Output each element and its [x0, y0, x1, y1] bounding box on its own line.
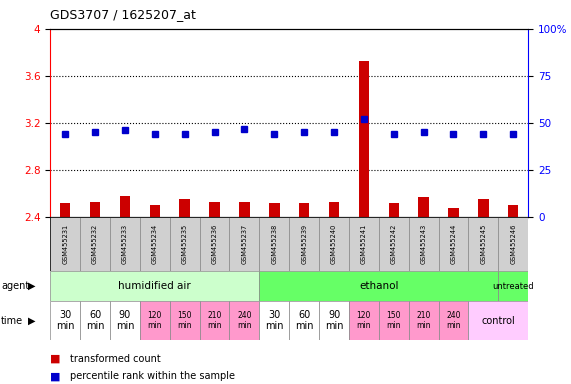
Bar [230, 217, 259, 271]
Text: GSM455231: GSM455231 [62, 224, 68, 264]
Bar [289, 301, 319, 340]
Text: untreated: untreated [492, 281, 534, 291]
Text: GSM455232: GSM455232 [92, 224, 98, 264]
Text: 30
min: 30 min [56, 310, 74, 331]
Bar [230, 301, 259, 340]
Text: GSM455236: GSM455236 [211, 224, 218, 264]
Bar [379, 217, 409, 271]
Text: 150
min: 150 min [387, 311, 401, 330]
Text: GDS3707 / 1625207_at: GDS3707 / 1625207_at [50, 8, 196, 21]
Bar [80, 301, 110, 340]
Bar [259, 301, 289, 340]
Bar [439, 217, 468, 271]
Text: 210
min: 210 min [207, 311, 222, 330]
Bar [289, 217, 319, 271]
Text: ■: ■ [50, 354, 65, 364]
Bar [110, 301, 140, 340]
Text: 240
min: 240 min [237, 311, 252, 330]
Text: 210
min: 210 min [416, 311, 431, 330]
Bar [50, 301, 80, 340]
Text: 60
min: 60 min [295, 310, 313, 331]
Bar [210, 202, 220, 384]
Text: ▶: ▶ [27, 316, 35, 326]
Text: 240
min: 240 min [447, 311, 461, 330]
Text: GSM455234: GSM455234 [152, 224, 158, 264]
Text: GSM455241: GSM455241 [361, 224, 367, 264]
Bar [140, 301, 170, 340]
Bar [319, 301, 349, 340]
Text: GSM455237: GSM455237 [242, 224, 247, 264]
Bar [329, 202, 339, 384]
Bar [439, 301, 468, 340]
Bar [409, 217, 439, 271]
Text: ethanol: ethanol [359, 281, 399, 291]
Bar [239, 202, 250, 384]
Text: time: time [1, 316, 23, 326]
Text: 90
min: 90 min [325, 310, 343, 331]
Bar [349, 217, 379, 271]
Text: 120
min: 120 min [357, 311, 371, 330]
Bar [468, 301, 528, 340]
Text: ■: ■ [50, 371, 65, 381]
Bar [80, 217, 110, 271]
Bar [359, 61, 369, 384]
Bar [90, 202, 100, 384]
Text: 60
min: 60 min [86, 310, 104, 331]
Text: 150
min: 150 min [178, 311, 192, 330]
Bar [60, 203, 70, 384]
Text: transformed count: transformed count [70, 354, 161, 364]
Text: GSM455245: GSM455245 [480, 223, 486, 264]
Bar [498, 271, 528, 301]
Bar [478, 199, 489, 384]
Bar [269, 203, 279, 384]
Text: GSM455233: GSM455233 [122, 224, 128, 264]
Text: GSM455238: GSM455238 [271, 224, 278, 264]
Bar [409, 301, 439, 340]
Bar [140, 217, 170, 271]
Bar [170, 217, 200, 271]
Bar [299, 203, 309, 384]
Text: GSM455244: GSM455244 [451, 223, 456, 264]
Text: GSM455235: GSM455235 [182, 224, 188, 264]
Bar [388, 203, 399, 384]
Bar [50, 217, 80, 271]
Bar [259, 271, 498, 301]
Bar [110, 217, 140, 271]
Bar [150, 205, 160, 384]
Text: GSM455240: GSM455240 [331, 223, 337, 264]
Bar [170, 301, 200, 340]
Text: humidified air: humidified air [118, 281, 191, 291]
Bar [379, 301, 409, 340]
Bar [120, 196, 130, 384]
Text: control: control [481, 316, 515, 326]
Text: percentile rank within the sample: percentile rank within the sample [70, 371, 235, 381]
Bar [508, 205, 518, 384]
Bar [419, 197, 429, 384]
Text: ▶: ▶ [27, 281, 35, 291]
Bar [349, 301, 379, 340]
Bar [200, 217, 230, 271]
Bar [259, 217, 289, 271]
Text: GSM455243: GSM455243 [421, 224, 427, 264]
Bar [200, 301, 230, 340]
Bar [50, 271, 259, 301]
Text: GSM455242: GSM455242 [391, 223, 397, 264]
Text: GSM455239: GSM455239 [301, 224, 307, 264]
Bar [448, 208, 459, 384]
Text: 90
min: 90 min [116, 310, 134, 331]
Bar [179, 199, 190, 384]
Bar [498, 217, 528, 271]
Bar [468, 217, 498, 271]
Bar [319, 217, 349, 271]
Text: agent: agent [1, 281, 29, 291]
Text: GSM455246: GSM455246 [510, 223, 516, 264]
Text: 30
min: 30 min [265, 310, 284, 331]
Text: 120
min: 120 min [147, 311, 162, 330]
